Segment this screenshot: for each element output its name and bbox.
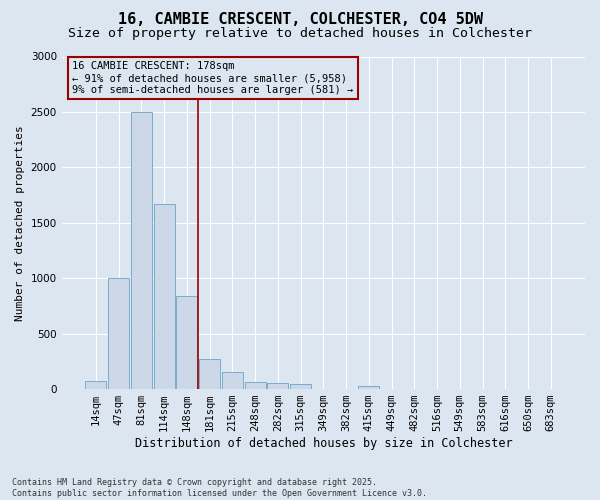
Bar [199,359,220,389]
Bar [85,381,106,389]
Text: Size of property relative to detached houses in Colchester: Size of property relative to detached ho… [68,28,532,40]
Bar [290,384,311,389]
X-axis label: Distribution of detached houses by size in Colchester: Distribution of detached houses by size … [134,437,512,450]
Bar [108,278,129,389]
Text: 16 CAMBIE CRESCENT: 178sqm
← 91% of detached houses are smaller (5,958)
9% of se: 16 CAMBIE CRESCENT: 178sqm ← 91% of deta… [72,62,353,94]
Y-axis label: Number of detached properties: Number of detached properties [15,125,25,320]
Bar [176,296,197,389]
Bar [268,383,289,389]
Bar [154,204,175,389]
Bar [222,372,243,389]
Bar [131,112,152,389]
Text: 16, CAMBIE CRESCENT, COLCHESTER, CO4 5DW: 16, CAMBIE CRESCENT, COLCHESTER, CO4 5DW [118,12,482,28]
Bar [245,382,266,389]
Text: Contains HM Land Registry data © Crown copyright and database right 2025.
Contai: Contains HM Land Registry data © Crown c… [12,478,427,498]
Bar [358,386,379,389]
